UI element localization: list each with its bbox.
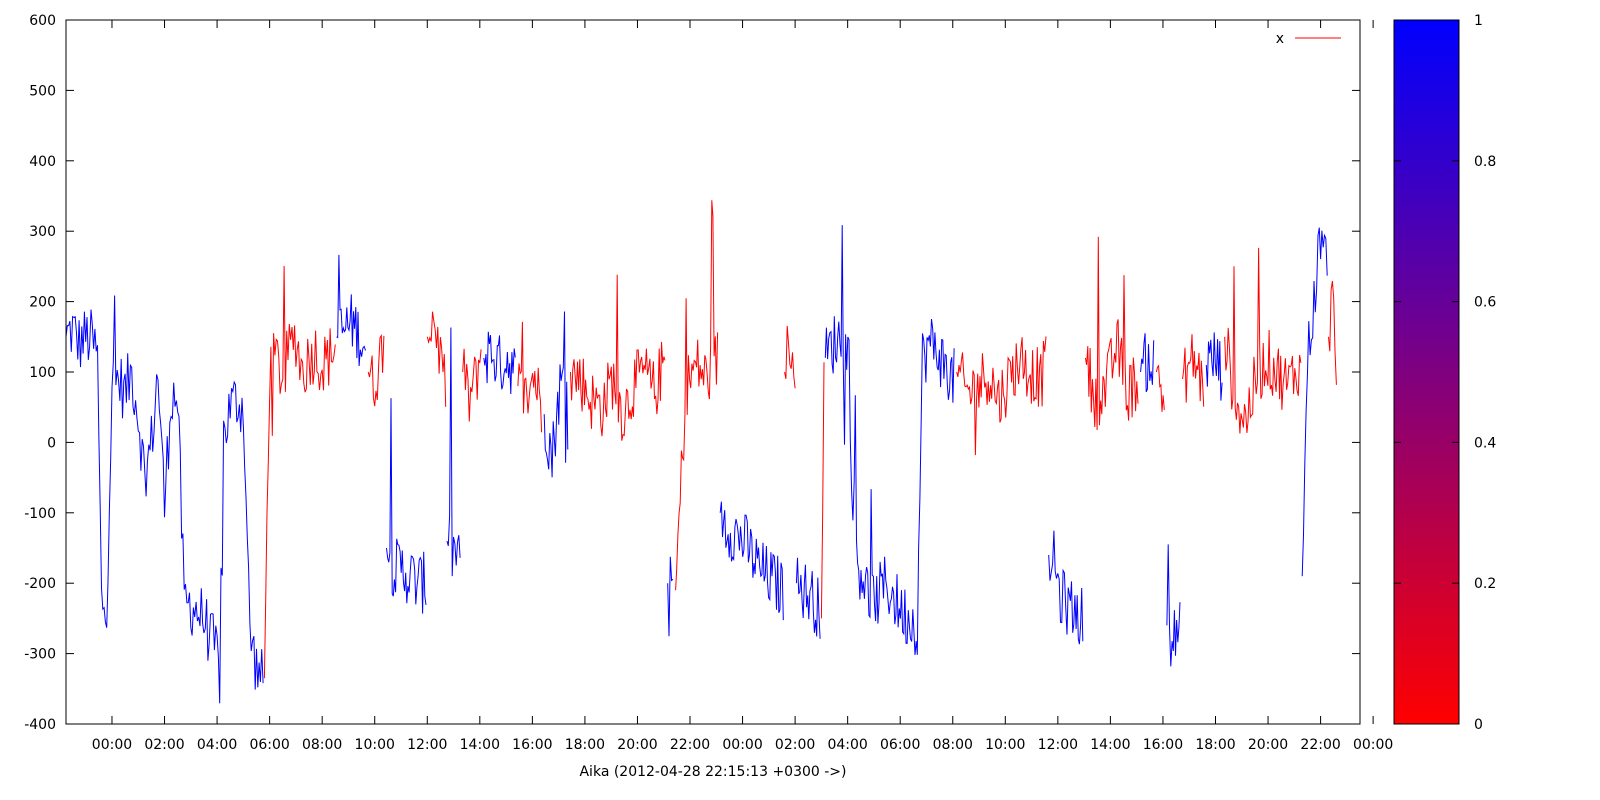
x-axis: 00:00 02:00 04:00 06:00 08:00 10:00 12:00 14:00… [92, 20, 1393, 753]
y-tick-label: 600 [29, 13, 56, 29]
y-tick-label: -100 [24, 506, 56, 522]
colorbar-ticks: 1 0.8 0.6 0.4 0.2 0 [1394, 13, 1496, 733]
colorbar-tick-label: 0.6 [1474, 295, 1496, 311]
series-line [1205, 332, 1223, 401]
y-tick-label: 0 [47, 435, 56, 451]
series-line [386, 398, 427, 614]
x-tick-label: 12:00 [1038, 737, 1078, 753]
series-line [1140, 333, 1155, 393]
x-tick-label: 18:00 [565, 737, 605, 753]
x-tick-label: 06:00 [880, 737, 920, 753]
x-tick-label: 16:00 [512, 737, 552, 753]
series-line [667, 556, 674, 637]
y-tick-label: 400 [29, 154, 56, 170]
x-tick-label: 00:00 [722, 737, 762, 753]
series-line [1048, 530, 1084, 645]
y-tick-label: -400 [24, 717, 56, 733]
series-line [1182, 334, 1205, 407]
colorbar-tick-label: 0.8 [1474, 154, 1496, 170]
colorbar-tick-label: 1 [1474, 13, 1483, 29]
series-line [483, 331, 516, 395]
y-axis: 600 500 400 300 200 100 0 -100 -200 -300 -400 [24, 13, 1360, 733]
series-layer [65, 200, 1337, 704]
series-line [1224, 247, 1302, 434]
series-line [824, 225, 955, 656]
colorbar-tick-label: 0.4 [1474, 435, 1496, 451]
series-line [784, 325, 796, 389]
series-line [820, 362, 825, 619]
x-tick-label: 22:00 [1300, 737, 1340, 753]
series-line [1301, 227, 1328, 577]
series-line [543, 311, 569, 478]
x-tick-label: 02:00 [775, 737, 815, 753]
y-tick-label: -200 [24, 576, 56, 592]
series-line [1166, 544, 1181, 667]
legend: x [1276, 31, 1341, 47]
x-tick-label: 16:00 [1143, 737, 1183, 753]
y-tick-label: 200 [29, 295, 56, 311]
x-tick-label: 18:00 [1195, 737, 1235, 753]
series-line [263, 265, 336, 679]
y-tick-label: 500 [29, 83, 56, 99]
colorbar-tick-label: 0 [1474, 717, 1483, 733]
x-tick-label: 12:00 [407, 737, 447, 753]
x-tick-label: 20:00 [1248, 737, 1288, 753]
legend-label: x [1276, 31, 1284, 47]
x-tick-label: 10:00 [355, 737, 395, 753]
x-tick-label: 10:00 [985, 737, 1025, 753]
series-line [1084, 236, 1139, 431]
x-tick-label: 08:00 [302, 737, 342, 753]
x-tick-label: 20:00 [617, 737, 657, 753]
series-line [65, 295, 264, 704]
colorbar-tick-label: 0.2 [1474, 576, 1496, 592]
series-line [1328, 280, 1337, 385]
series-line [795, 557, 821, 639]
x-tick-label: 04:00 [197, 737, 237, 753]
colorbar-gradient [1393, 19, 1460, 725]
series-line [1155, 364, 1165, 412]
series-line [517, 321, 543, 433]
y-tick-label: -300 [24, 647, 56, 663]
x-tick-label: 14:00 [1090, 737, 1130, 753]
series-line [426, 311, 447, 407]
x-tick-label: 02:00 [144, 737, 184, 753]
x-tick-label: 14:00 [460, 737, 500, 753]
series-line [446, 327, 461, 577]
series-line [336, 254, 366, 367]
series-line [719, 501, 784, 621]
series-line [675, 200, 719, 591]
series-line [462, 348, 482, 422]
x-tick-label: 00:00 [92, 737, 132, 753]
x-tick-label: 08:00 [933, 737, 973, 753]
series-line [956, 336, 1047, 456]
series-line [570, 274, 666, 441]
y-tick-label: 300 [29, 224, 56, 240]
series-line [367, 333, 385, 407]
plot-frame [65, 19, 1361, 725]
y-tick-label: 100 [29, 365, 56, 381]
x-tick-label: 06:00 [249, 737, 289, 753]
x-axis-title: Aika (2012-04-28 22:15:13 +0300 ->) [579, 764, 846, 780]
x-tick-label: 04:00 [827, 737, 867, 753]
x-tick-label: 00:00 [1353, 737, 1393, 753]
colorbar: 1 0.8 0.6 0.4 0.2 0 [1393, 13, 1496, 733]
x-tick-label: 22:00 [670, 737, 710, 753]
